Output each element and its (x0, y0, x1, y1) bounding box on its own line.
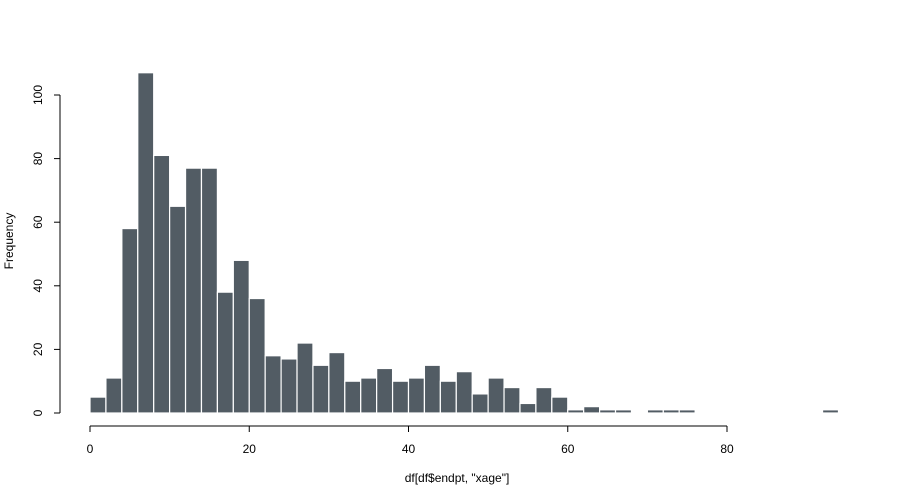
histogram-bar (328, 351, 346, 414)
histogram-bar (105, 377, 123, 414)
histogram-bar (567, 409, 585, 414)
x-tick-label: 0 (87, 442, 94, 456)
histogram-bar (200, 167, 219, 414)
y-tick-label: 40 (31, 279, 45, 293)
histogram-bar (296, 342, 314, 414)
histogram-bar (407, 377, 426, 414)
y-tick-label: 80 (31, 152, 45, 166)
histogram-bar (280, 358, 298, 414)
y-tick-label: 20 (31, 342, 45, 356)
histogram-bar (153, 154, 171, 414)
histogram-bar (471, 393, 489, 414)
histogram-bar (312, 364, 330, 414)
histogram-bar (344, 380, 362, 414)
histogram-bar (583, 406, 601, 414)
histogram-bar (137, 72, 155, 414)
y-axis: 0 20 40 60 80 100 (31, 85, 61, 416)
x-tick-label: 80 (720, 442, 734, 456)
histogram-bar (121, 227, 139, 414)
histogram-bar (646, 409, 664, 414)
bars (89, 72, 840, 414)
histogram-bar (376, 367, 394, 414)
histogram-bar (439, 380, 457, 414)
x-axis-label: df[df$endpt, "xage"] (405, 471, 510, 485)
histogram-bar (264, 355, 282, 414)
histogram-bar (232, 259, 250, 414)
histogram-bar (535, 386, 553, 414)
histogram-bar (551, 396, 569, 414)
histogram-bar (598, 409, 617, 414)
histogram-bar (662, 409, 680, 414)
x-axis: 0 20 40 60 80 (87, 425, 734, 456)
y-axis-label: Frequency (2, 213, 16, 270)
histogram-bar (487, 377, 505, 414)
x-tick-label: 20 (243, 442, 257, 456)
histogram-bar (678, 409, 696, 414)
y-tick-label: 60 (31, 215, 45, 229)
histogram-bar (89, 396, 107, 414)
x-tick-label: 40 (402, 442, 416, 456)
histogram-bar (455, 371, 473, 414)
histogram-bar (169, 205, 187, 414)
x-tick-label: 60 (561, 442, 575, 456)
histogram-bar (519, 402, 537, 414)
histogram-bar (423, 364, 441, 414)
histogram-bar (216, 291, 234, 414)
histogram-bar (614, 409, 633, 414)
y-tick-label: 100 (31, 85, 45, 105)
y-tick-label: 0 (31, 409, 45, 416)
histogram-bar (360, 377, 378, 414)
histogram-bar (821, 409, 840, 414)
histogram-bar (391, 380, 410, 414)
histogram-bar (248, 297, 266, 414)
histogram-bar (503, 386, 521, 414)
histogram-bar (184, 167, 203, 414)
